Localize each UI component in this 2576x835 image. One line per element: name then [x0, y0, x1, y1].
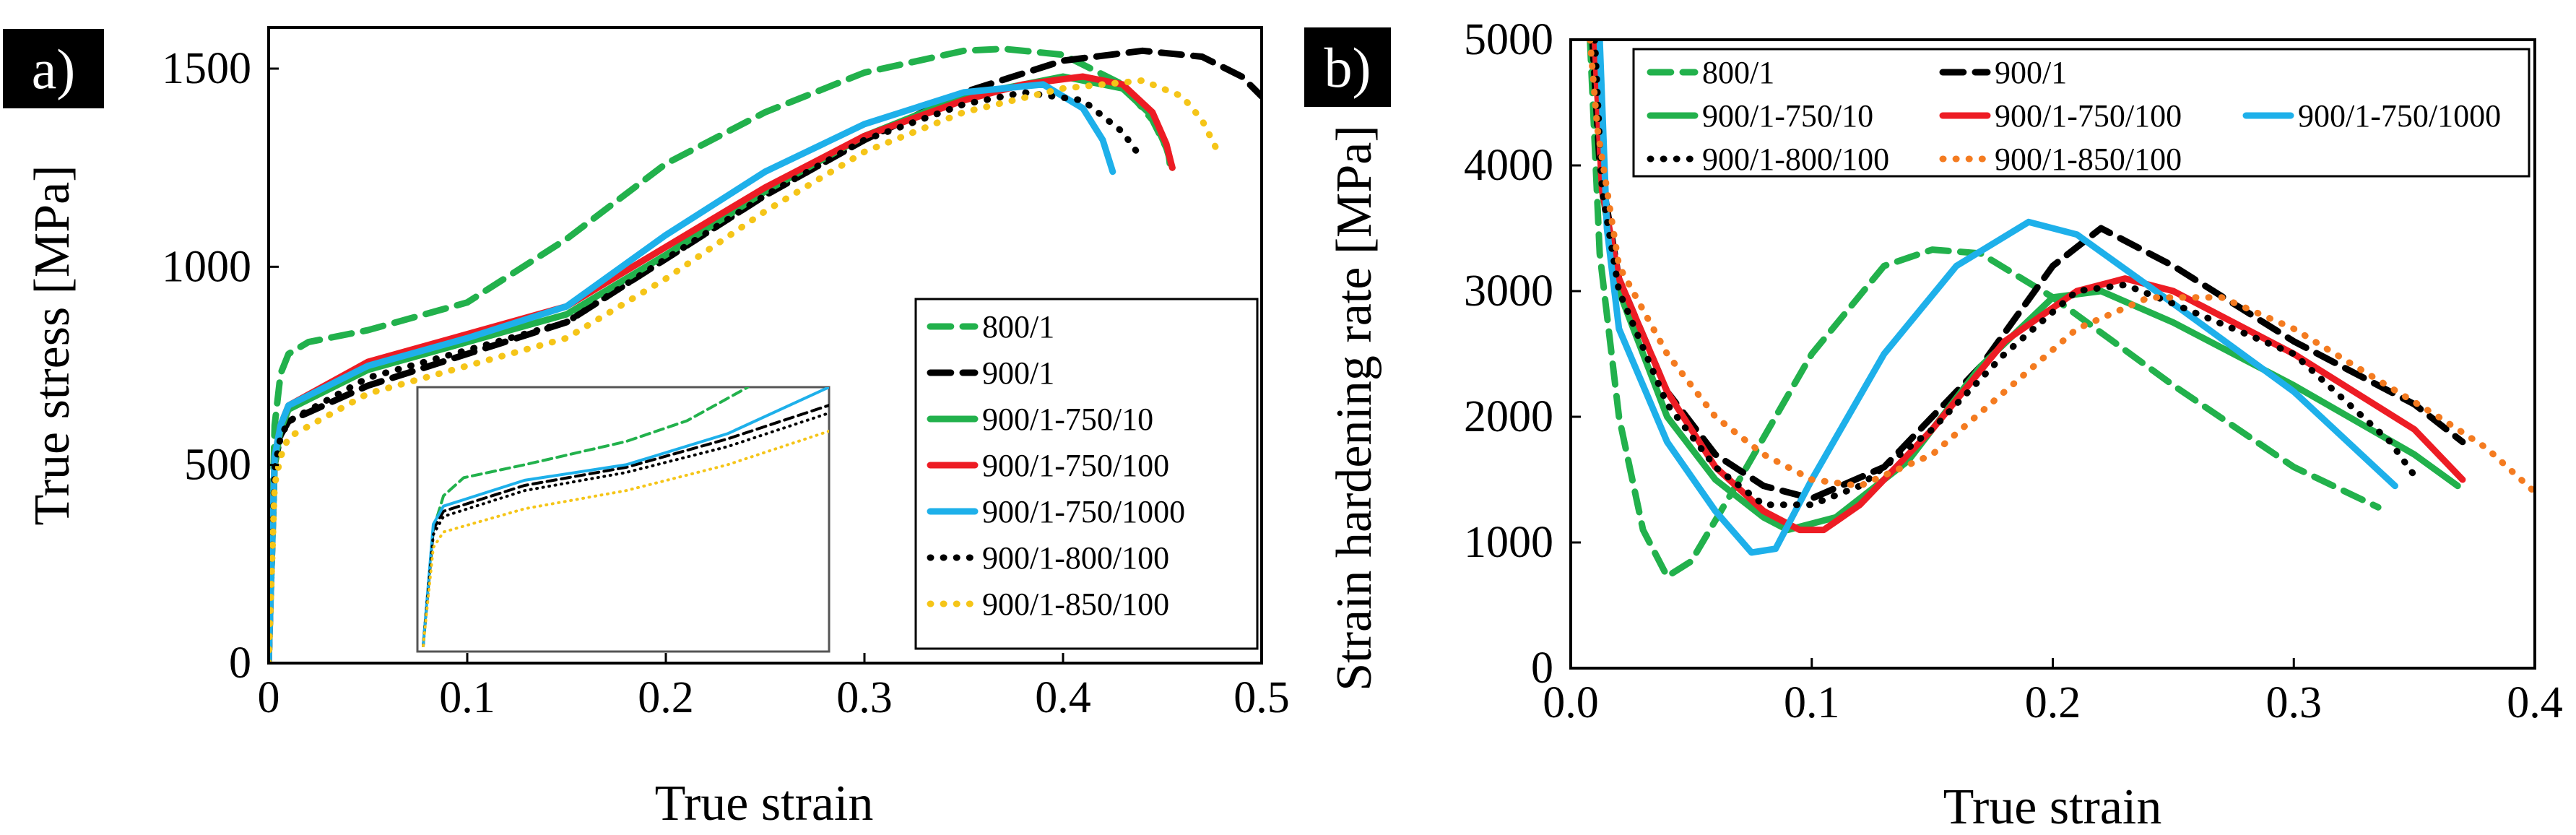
panel-b-series-6	[1587, 40, 2535, 496]
panel-a-legend-label-3: 900/1-750/100	[982, 448, 1169, 483]
panel-a-inset-series-2	[422, 387, 829, 647]
panel-b-y-tick-label: 0	[1531, 644, 1553, 693]
panel-b-legend-frame	[1632, 48, 2531, 178]
panel-b-x-axis-title: True strain	[1943, 779, 2162, 835]
panel-b-legend-label-0: 800/1	[1702, 55, 1774, 90]
panel-a-series-6	[269, 77, 1221, 663]
panel-b-legend-label-4: 900/1-750/1000	[2298, 98, 2501, 134]
panel-a-x-tick-label: 0	[258, 673, 280, 722]
panel-a-x-tick-label: 0.1	[439, 673, 495, 722]
panel-a-inset-series	[422, 387, 829, 647]
panel-a-x-tick-label: 0.2	[638, 673, 694, 722]
panel-b-ticks: 0.0 0.1 0.2 0.3 0.4 0 1000 2000 3000 4000 5000	[1464, 15, 2563, 727]
panel-a: a) 0 0.1 0.2 0.3 0.4 0.5 0 500 1000 1500 True str…	[3, 26, 1290, 831]
panel-a-y-tick-label: 500	[184, 441, 251, 490]
panel-a-label: a)	[32, 38, 76, 100]
panel-a-series	[269, 46, 1262, 663]
panel-a-x-tick-label: 0.5	[1233, 673, 1290, 722]
panel-a-legend-label-2: 900/1-750/10	[982, 402, 1153, 437]
panel-b-y-tick-label: 3000	[1464, 267, 1553, 316]
panel-b-series-5	[1591, 40, 2423, 509]
panel-a-label-box	[3, 29, 104, 108]
panel-a-legend-label-1: 900/1	[982, 355, 1054, 391]
panel-a-x-tick-label: 0.3	[836, 673, 893, 722]
panel-a-x-tick-label: 0.4	[1035, 673, 1091, 722]
panel-b: b) 0.0 0.1 0.2 0.3 0.4010002000300040005000 …	[1304, 15, 2563, 835]
panel-a-y-tick-label: 0	[229, 639, 251, 688]
panel-b-legend-label-2: 900/1-750/10	[1702, 98, 1873, 134]
panel-a-legend-frame	[914, 298, 1259, 650]
panel-b-legend-label-5: 900/1-800/100	[1702, 142, 1889, 177]
panel-a-series-4	[269, 81, 1116, 663]
panel-a-legend-items: 800/1 900/1 900/1-750/10 900/1-750/100 900/1…	[927, 309, 1185, 622]
panel-b-y-tick-label: 1000	[1464, 518, 1553, 567]
panel-b-y-tick-label: 2000	[1464, 392, 1553, 441]
panel-a-ticks: 0 0.1 0.2 0.3 0.4 0.5 0 500 1000 1500	[162, 44, 1290, 722]
panel-a-series-5	[269, 89, 1146, 663]
panel-b-x-tick-label: 0.2	[2025, 678, 2081, 727]
panel-a-inset	[416, 386, 831, 653]
panel-a-legend-label-4: 900/1-750/1000	[982, 494, 1185, 529]
panel-b-series-0	[1587, 40, 2382, 580]
panel-a-plot-frame	[267, 26, 1263, 665]
panel-b-label: b)	[1324, 36, 1371, 99]
panel-b-series-3	[1591, 40, 2466, 534]
panel-a-y-tick-label: 1500	[162, 44, 251, 93]
panel-b-legend-label-3: 900/1-750/100	[1995, 98, 2182, 134]
panel-a-legend-label-6: 900/1-850/100	[982, 587, 1169, 622]
panel-b-legend-items: 800/1 900/1 900/1-750/10 900/1-750/100 900/1…	[1647, 55, 2501, 177]
panel-a-inset-frame	[416, 386, 831, 653]
panel-a-y-axis-title: True stress [MPa]	[25, 165, 80, 525]
panel-b-x-tick-label: 0.1	[1784, 678, 1840, 727]
panel-a-legend-label-0: 800/1	[982, 309, 1054, 345]
panel-a-legend: 800/1 900/1 900/1-750/10 900/1-750/100 900/1…	[914, 298, 1259, 650]
panel-b-series	[1587, 40, 2535, 580]
panel-a-y-tick-label: 1000	[162, 242, 251, 291]
panel-b-y-tick-label: 4000	[1464, 141, 1553, 190]
panel-b-x-tick-label: 0.0	[1543, 678, 1599, 727]
panel-a-legend-label-5: 900/1-800/100	[982, 540, 1169, 576]
panel-a-inset-series-3	[422, 411, 829, 647]
panel-a-x-axis-title: True strain	[655, 776, 874, 831]
panel-b-x-tick-label: 0.4	[2507, 678, 2563, 727]
panel-b-label-box	[1304, 27, 1391, 107]
panel-b-y-axis-title: Strain hardening rate [MPa]	[1327, 125, 1382, 691]
panel-b-y-tick-label: 5000	[1464, 15, 1553, 64]
panel-a-inset-series-4	[422, 429, 829, 647]
panel-b-legend: 800/1 900/1 900/1-750/10 900/1-750/100 900/1…	[1632, 48, 2531, 178]
panel-b-x-tick-label: 0.3	[2266, 678, 2323, 727]
panel-b-legend-label-6: 900/1-850/100	[1995, 142, 2182, 177]
panel-b-legend-label-1: 900/1	[1995, 55, 2067, 90]
